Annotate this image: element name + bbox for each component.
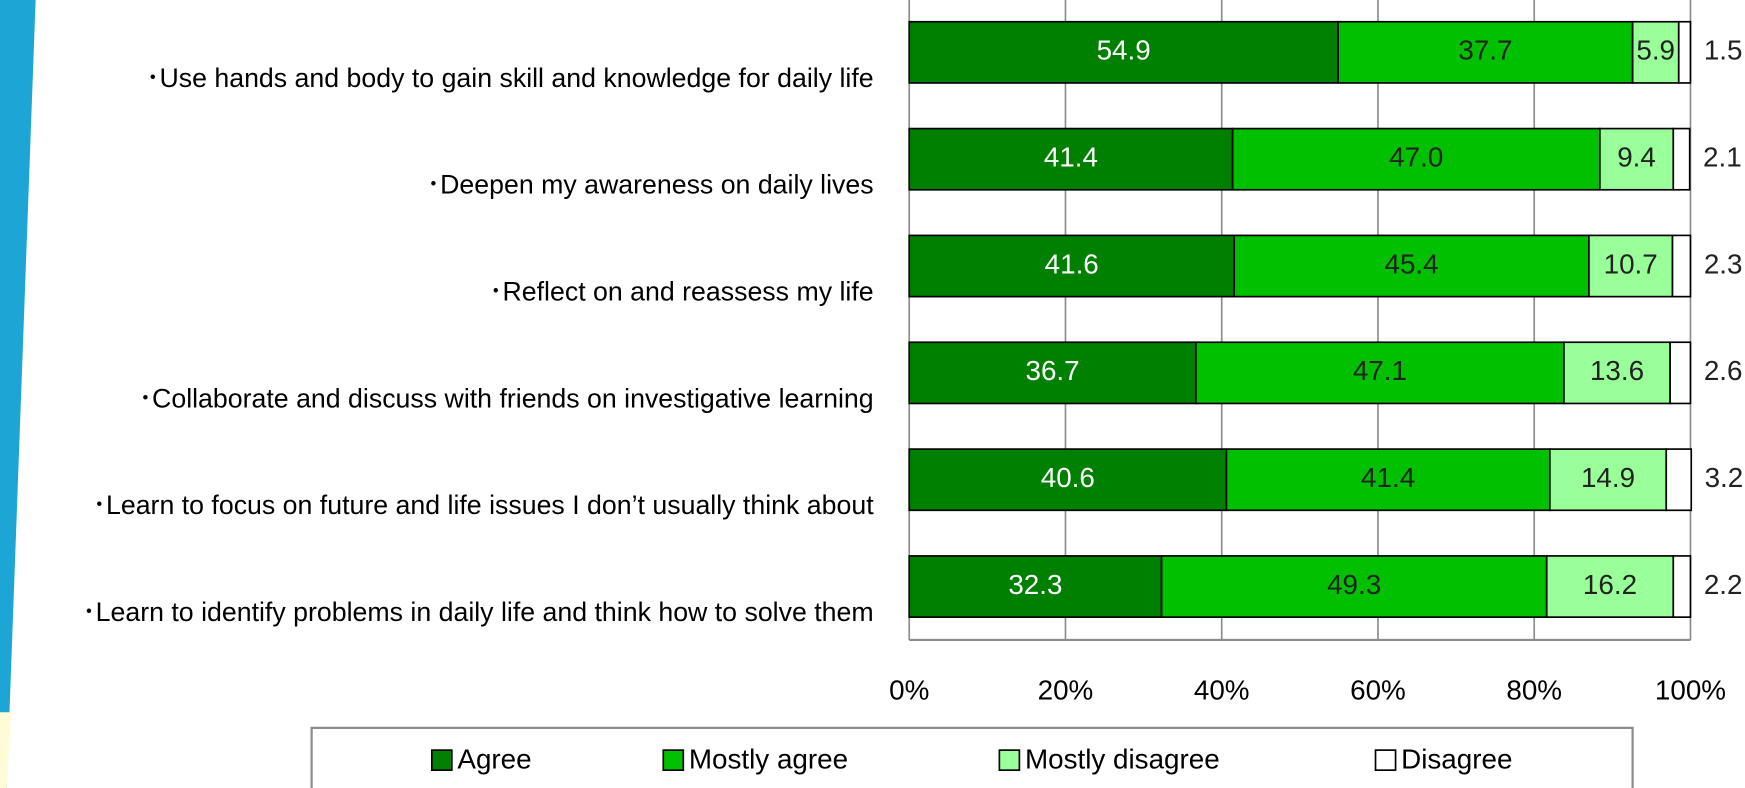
bar-segment bbox=[908, 555, 1163, 618]
bar-segment bbox=[1631, 20, 1680, 84]
bar-segment bbox=[908, 448, 1228, 512]
category-label-box: ･Reflect on and reassess my life bbox=[45, 199, 874, 316]
legend-swatch bbox=[1374, 749, 1397, 771]
category-label-box: ･Reflect on and reassess my life bbox=[45, 199, 874, 316]
legend-box bbox=[310, 726, 1634, 788]
category-label-box: ･Collaborate and discuss with friends on… bbox=[45, 306, 874, 423]
x-tick-label: 20% bbox=[1038, 675, 1094, 706]
bar-segment bbox=[1233, 234, 1590, 298]
data-label: 2.2 bbox=[1704, 569, 1743, 600]
bar-segment bbox=[1225, 448, 1551, 512]
data-label: 3.2 bbox=[1705, 462, 1744, 493]
data-label: 49.3 bbox=[1327, 569, 1381, 600]
category-label: ･Collaborate and discuss with friends on… bbox=[138, 383, 874, 415]
legend-label: Mostly agree bbox=[689, 744, 848, 775]
data-label: 2.1 bbox=[1703, 142, 1742, 173]
x-tick-label: 0% bbox=[889, 675, 929, 706]
bar-segment bbox=[1588, 234, 1674, 298]
legend-swatch bbox=[430, 749, 453, 771]
bar-segment bbox=[1545, 555, 1675, 618]
category-label-box: ･Learn to focus on future and life issue… bbox=[45, 413, 874, 530]
legend-label: Mostly disagree bbox=[1025, 744, 1220, 775]
bar-segment bbox=[1599, 127, 1675, 191]
legend-swatch bbox=[998, 749, 1021, 771]
data-label: 10.7 bbox=[1604, 248, 1658, 279]
x-tick-label: 100% bbox=[1655, 675, 1726, 706]
category-label: ･Learn to identify problems in daily lif… bbox=[82, 597, 874, 628]
decor-corner bbox=[0, 712, 12, 788]
data-label: 47.1 bbox=[1353, 355, 1407, 386]
data-label: 13.6 bbox=[1590, 355, 1644, 386]
bar-segment bbox=[1195, 341, 1565, 405]
legend-label: Disagree bbox=[1401, 744, 1512, 775]
x-tick-label: 40% bbox=[1194, 675, 1250, 706]
data-label: 16.2 bbox=[1583, 569, 1637, 600]
category-label-box: ･Use hands and body to gain skill and kn… bbox=[45, 0, 874, 102]
bar-segment bbox=[1672, 127, 1691, 191]
bar-segment bbox=[1672, 555, 1692, 618]
bar-segment bbox=[908, 127, 1234, 191]
data-label: 41.4 bbox=[1044, 142, 1098, 173]
data-label: 41.6 bbox=[1045, 248, 1099, 279]
category-label-box: ･Use hands and body to gain skill and kn… bbox=[45, 0, 874, 102]
bar-segment bbox=[1337, 20, 1634, 84]
x-tick-label: 60% bbox=[1350, 675, 1406, 706]
bar-segment bbox=[1665, 448, 1693, 512]
bar-segment bbox=[1671, 234, 1692, 298]
category-label: ･Learn to focus on future and life issue… bbox=[92, 490, 874, 521]
category-label: ･Deepen my awareness on daily lives bbox=[426, 170, 874, 201]
category-label-box: ･Deepen my awareness on daily lives bbox=[45, 92, 874, 209]
data-label: 5.9 bbox=[1636, 35, 1675, 66]
bar-segment bbox=[908, 341, 1197, 405]
data-label: 1.5 bbox=[1704, 35, 1743, 66]
data-label: 45.4 bbox=[1384, 248, 1438, 279]
data-label: 40.6 bbox=[1041, 462, 1095, 493]
data-label: 2.6 bbox=[1704, 355, 1743, 386]
data-label: 37.7 bbox=[1458, 35, 1512, 66]
decor-stripe bbox=[0, 0, 36, 788]
data-label: 32.3 bbox=[1008, 569, 1062, 600]
bar-segment bbox=[1677, 20, 1692, 84]
bar-segment bbox=[1231, 127, 1601, 191]
data-label: 2.3 bbox=[1704, 248, 1743, 279]
bar-segment bbox=[1549, 448, 1668, 512]
category-label-box: ･Learn to identify problems in daily lif… bbox=[45, 520, 874, 637]
data-label: 36.7 bbox=[1026, 355, 1080, 386]
data-label: 47.0 bbox=[1389, 142, 1443, 173]
category-label-box: ･Learn to identify problems in daily lif… bbox=[45, 520, 874, 637]
data-label: 14.9 bbox=[1581, 462, 1635, 493]
category-label-box: ･Learn to focus on future and life issue… bbox=[45, 413, 874, 530]
legend-label: Agree bbox=[457, 744, 531, 775]
x-tick-label: 80% bbox=[1506, 675, 1562, 706]
category-label-box: ･Collaborate and discuss with friends on… bbox=[45, 306, 874, 423]
category-label: ･Use hands and body to gain skill and kn… bbox=[146, 63, 874, 94]
bar-segment bbox=[908, 234, 1236, 298]
bar-segment bbox=[1669, 341, 1692, 405]
legend-swatch bbox=[662, 749, 685, 771]
data-label: 9.4 bbox=[1617, 142, 1656, 173]
category-label-box: ･Deepen my awareness on daily lives bbox=[45, 92, 874, 209]
data-label: 54.9 bbox=[1097, 35, 1151, 66]
data-label: 41.4 bbox=[1361, 462, 1415, 493]
category-label: ･Reflect on and reassess my life bbox=[489, 277, 874, 308]
